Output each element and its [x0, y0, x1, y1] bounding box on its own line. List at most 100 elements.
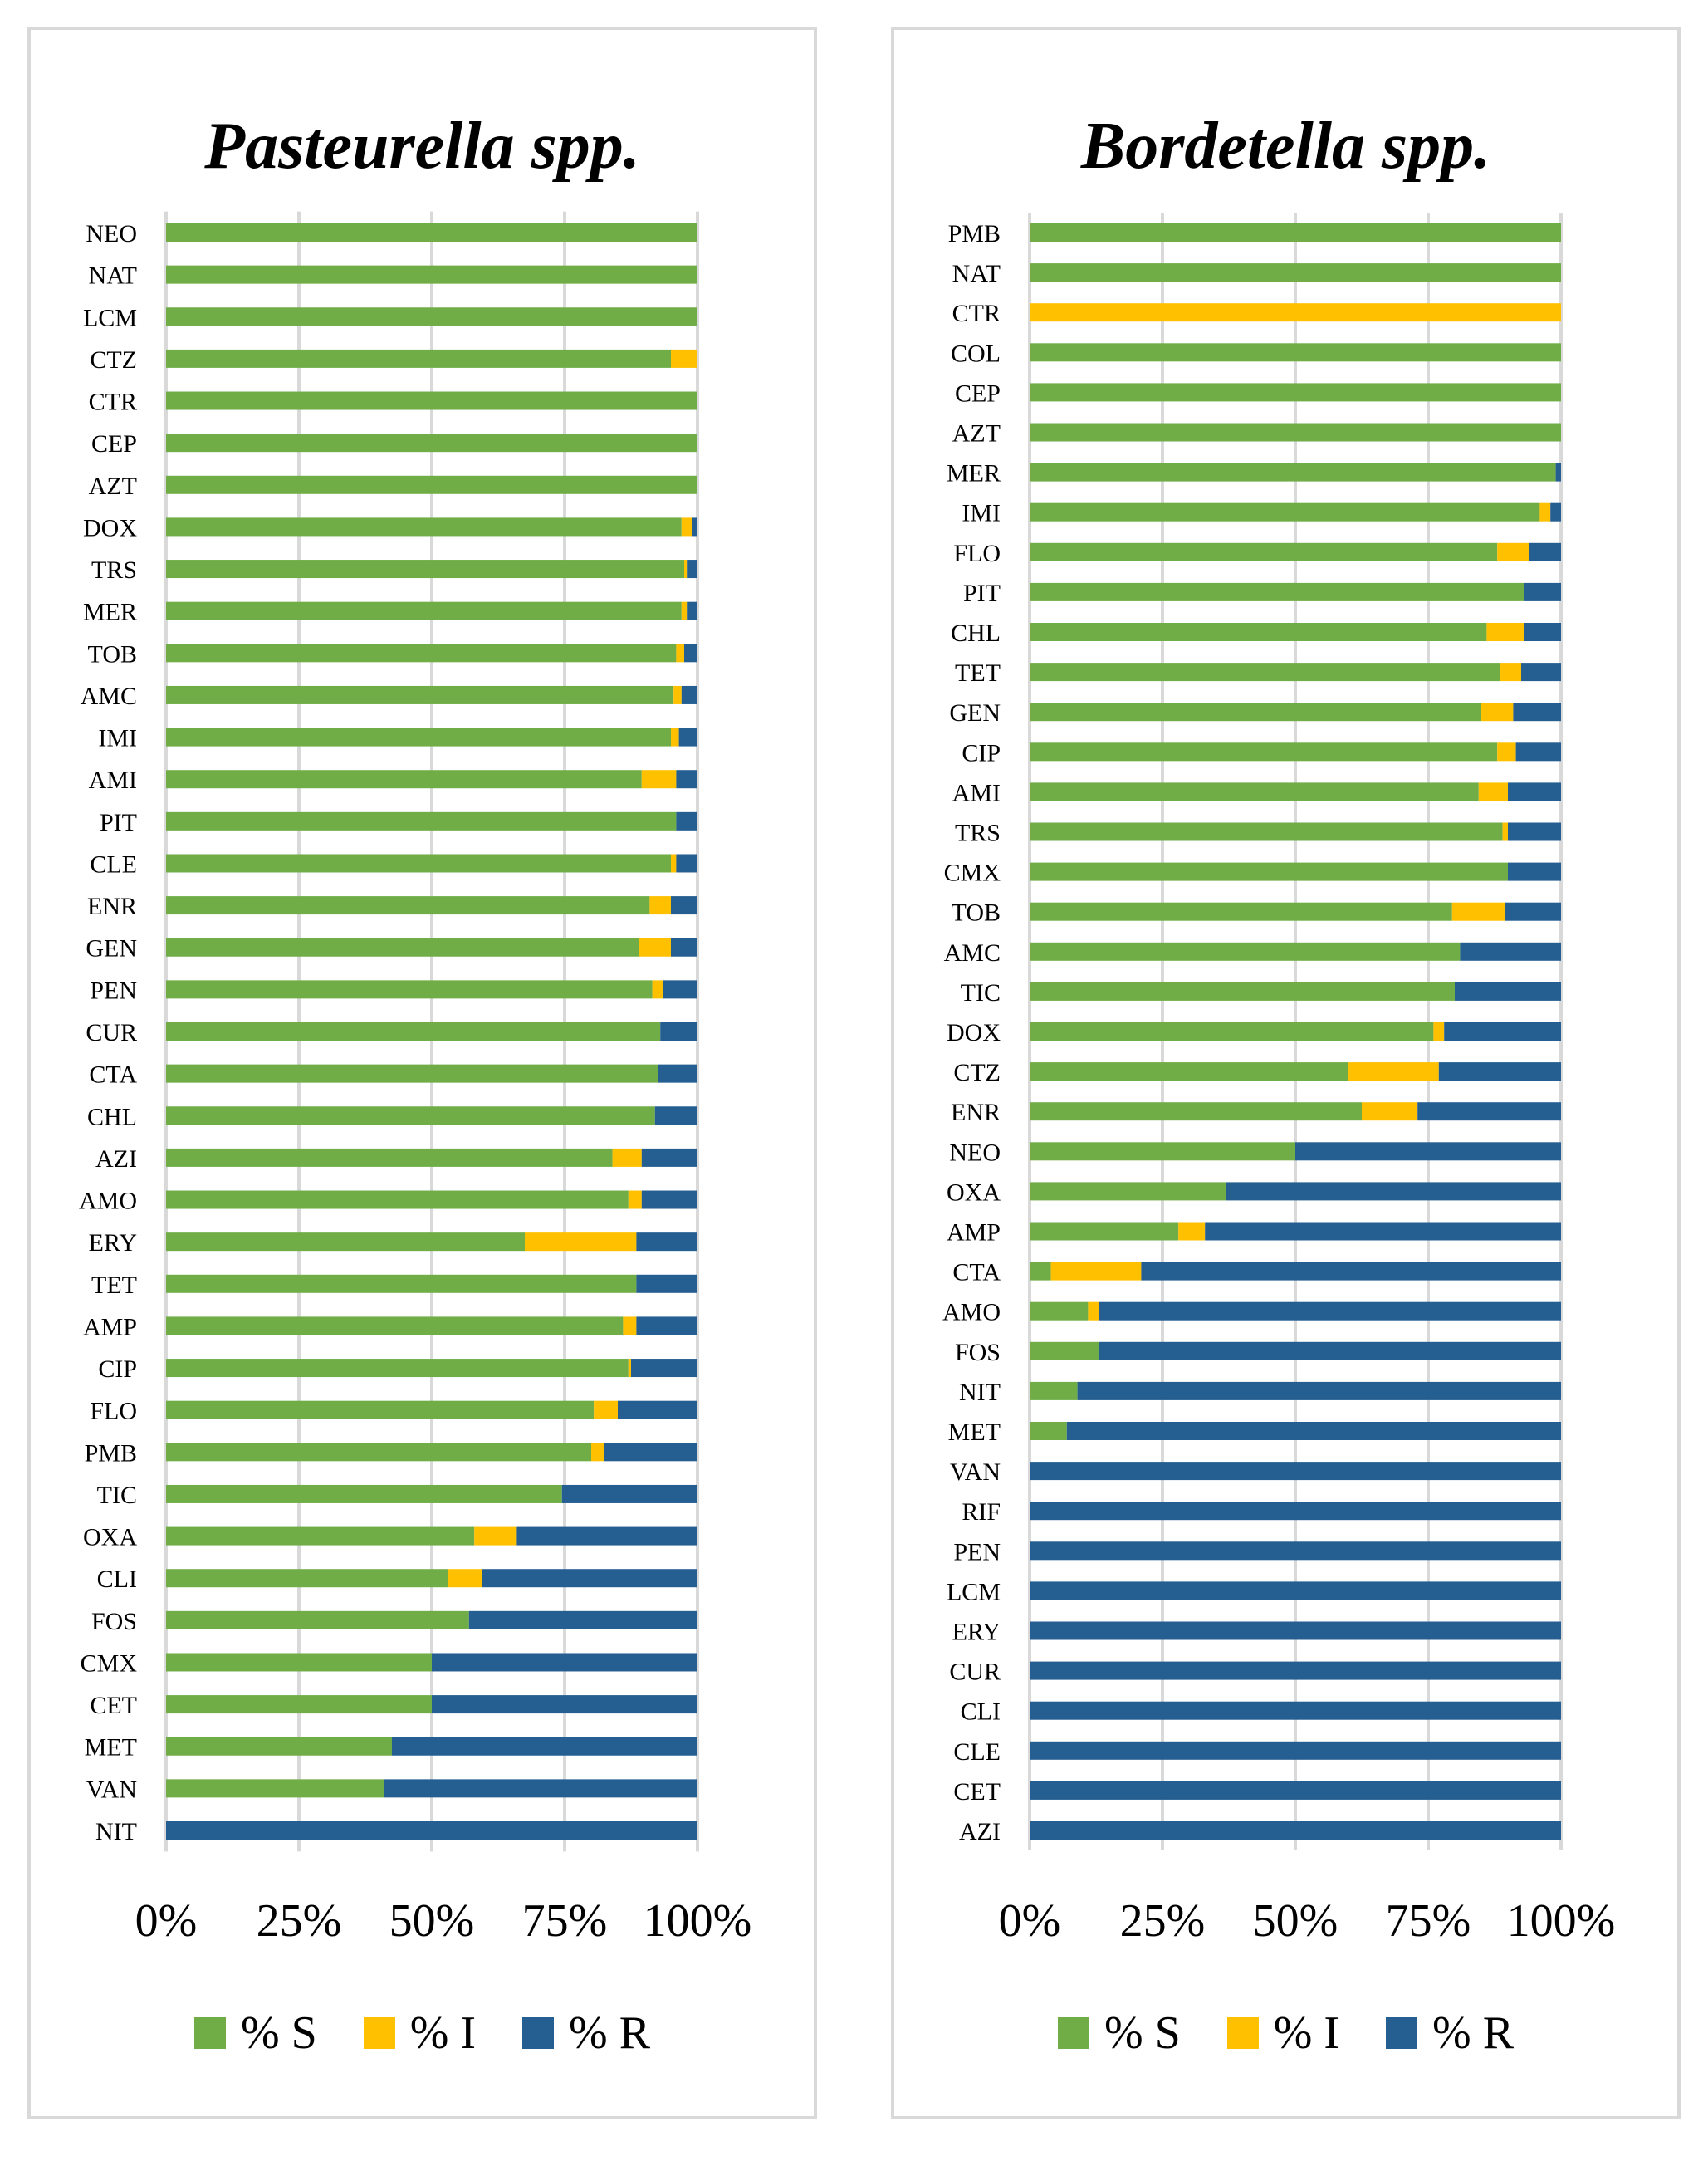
- bar-segment-r: [676, 854, 697, 873]
- bar-segment-i: [684, 560, 688, 579]
- category-label: PMB: [85, 1439, 137, 1467]
- bar-segment-r: [636, 1274, 697, 1293]
- bar-segment-i: [681, 517, 692, 537]
- bar-segment-s: [1030, 1182, 1226, 1201]
- bar-segment-r: [1030, 1821, 1561, 1840]
- category-label: OXA: [947, 1179, 1001, 1206]
- category-label: CTA: [89, 1061, 137, 1089]
- category-label: MET: [948, 1419, 1001, 1446]
- category-label: AZI: [959, 1818, 1001, 1845]
- bar-segment-r: [692, 517, 697, 537]
- category-label: AMP: [83, 1313, 137, 1340]
- bar-segment-i: [641, 770, 677, 789]
- bar-segment-r: [660, 1022, 697, 1041]
- category-label: CMX: [944, 860, 1001, 887]
- category-label: NAT: [952, 260, 1001, 287]
- bar-segment-r: [1226, 1182, 1561, 1201]
- chart-panel-bordetella: Bordetella spp. 0% 25% 50% 75% 100% PMB NAT CTR…: [891, 27, 1681, 2119]
- legend-swatch-r: [1386, 2017, 1418, 2049]
- bar-segment-s: [166, 517, 682, 537]
- category-label: AZI: [95, 1145, 137, 1173]
- category-label: PMB: [948, 220, 1001, 247]
- category-label: CIP: [98, 1355, 137, 1383]
- bar-segment-r: [384, 1779, 697, 1798]
- bar-segment-r: [1099, 1301, 1561, 1321]
- x-tick-label: 100%: [644, 1895, 752, 1947]
- bar-segment-s: [1030, 862, 1508, 881]
- bar-segment-i: [671, 728, 679, 747]
- category-label: VAN: [950, 1458, 1001, 1486]
- category-label: CTA: [952, 1259, 1001, 1286]
- category-label: TOB: [952, 899, 1001, 927]
- bar-segment-s: [166, 1316, 624, 1335]
- bar-segment-s: [1030, 383, 1561, 402]
- bar-segment-s: [166, 770, 642, 789]
- category-label: AMO: [79, 1188, 137, 1215]
- bar-segment-r: [1508, 782, 1561, 801]
- category-label: RIF: [962, 1498, 1001, 1526]
- legend-swatch-s: [1057, 2017, 1089, 2049]
- bar-segment-s: [166, 728, 671, 747]
- bar-segment-r: [1550, 502, 1561, 522]
- category-label: NEO: [949, 1139, 1001, 1166]
- bar-segment-r: [482, 1569, 697, 1588]
- bar-segment-s: [1030, 223, 1561, 242]
- x-tick-label: 25%: [257, 1895, 342, 1947]
- bar-segment-r: [1529, 542, 1561, 561]
- category-label: CET: [953, 1778, 1001, 1806]
- bar-segment-s: [166, 938, 639, 957]
- bar-segment-s: [1030, 582, 1524, 601]
- category-label: TRS: [91, 556, 137, 584]
- bar-segment-i: [1500, 663, 1521, 682]
- bar-segment-r: [392, 1737, 697, 1756]
- category-label: ENR: [951, 1099, 1001, 1126]
- bar-segment-s: [1030, 1341, 1099, 1360]
- bar-segment-r: [1099, 1341, 1561, 1360]
- bar-segment-i: [681, 601, 688, 620]
- bar-segment-r: [1030, 1462, 1561, 1481]
- bar-segment-s: [1030, 1422, 1067, 1440]
- bar-segment-s: [166, 1779, 384, 1798]
- bar-segment-s: [166, 811, 677, 831]
- bar-segment-s: [1030, 1102, 1362, 1121]
- chart-title: Pasteurella spp.: [204, 110, 640, 183]
- legend-swatch-r: [522, 2017, 555, 2049]
- legend-entry-s: % S: [193, 2007, 317, 2060]
- bar-segment-r: [1030, 1701, 1561, 1720]
- bar-segment-r: [636, 1316, 697, 1335]
- bar-segment-s: [166, 1022, 661, 1041]
- x-tick-label: 75%: [1386, 1895, 1471, 1947]
- bar-segment-r: [468, 1610, 697, 1629]
- bar-segment-s: [166, 391, 697, 410]
- category-label: AMI: [952, 779, 1001, 806]
- category-label: CHL: [87, 1103, 137, 1130]
- bar-segment-i: [1497, 542, 1529, 561]
- category-label: TRS: [955, 820, 1001, 847]
- category-label: CLI: [961, 1698, 1001, 1726]
- category-label: LCM: [83, 304, 137, 331]
- category-label: AMO: [942, 1299, 1001, 1326]
- bar-segment-r: [1524, 623, 1561, 641]
- legend-label-r: % R: [569, 2007, 651, 2059]
- bar-segment-r: [1455, 982, 1561, 1001]
- bar-segment-r: [604, 1443, 697, 1462]
- legend-label-i: % I: [1273, 2007, 1340, 2059]
- x-tick-label: 0%: [999, 1895, 1061, 1947]
- bar-segment-s: [166, 1400, 595, 1419]
- category-label: FOS: [955, 1339, 1001, 1366]
- bar-segment-s: [166, 1484, 562, 1503]
- bar-segment-s: [1030, 982, 1455, 1001]
- category-label: AMI: [89, 767, 137, 794]
- category-label: PEN: [90, 977, 137, 1004]
- category-label: LCM: [947, 1578, 1001, 1605]
- bar-segment-s: [166, 644, 677, 663]
- bar-segment-s: [166, 896, 650, 915]
- x-tick-label: 25%: [1120, 1895, 1206, 1947]
- bar-segment-s: [1030, 1301, 1089, 1321]
- bar-segment-i: [1030, 303, 1561, 322]
- bar-segment-r: [1515, 742, 1561, 762]
- bar-segment-r: [678, 728, 697, 747]
- category-label: MER: [83, 599, 137, 626]
- bar-segment-r: [1066, 1422, 1561, 1440]
- bar-segment-s: [1030, 663, 1500, 682]
